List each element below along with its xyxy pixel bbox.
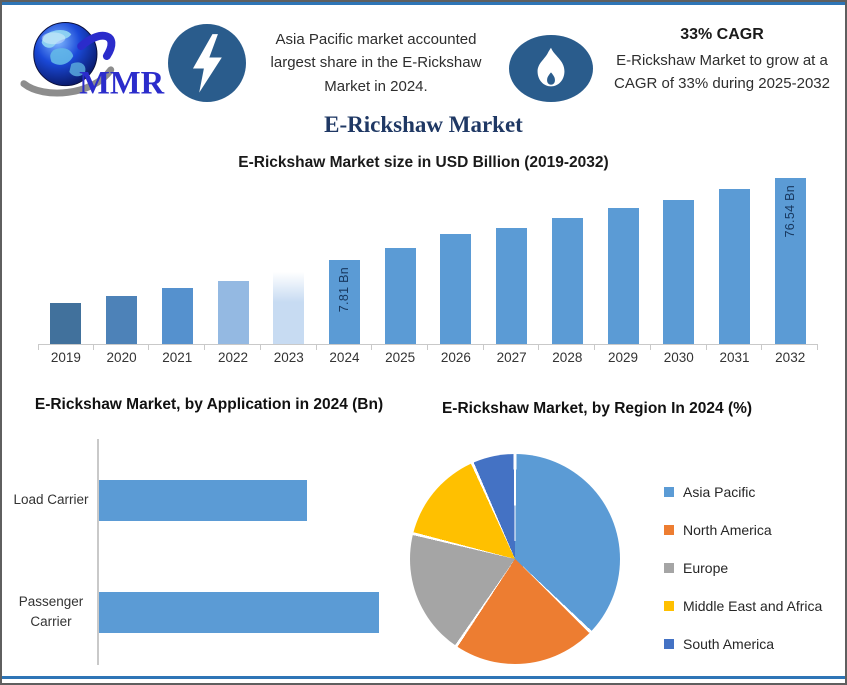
bar-2029 bbox=[607, 208, 639, 344]
legend-marker bbox=[664, 525, 674, 535]
legend-label: Asia Pacific bbox=[683, 484, 756, 500]
x-axis-label-2026: 2026 bbox=[440, 350, 471, 365]
legend-label: Middle East and Africa bbox=[683, 598, 823, 614]
application-row: Load Carrier bbox=[12, 479, 402, 521]
logo-text: MMR bbox=[79, 66, 164, 102]
bar-2021 bbox=[161, 288, 193, 344]
legend-marker bbox=[664, 487, 674, 497]
market-size-bar-chart: 7.81 Bn 76.54 Bn 2019 2020 2021 2022 2023 2024… bbox=[38, 172, 818, 368]
cagr-text: E-Rickshaw Market to grow at a CAGR of 3… bbox=[614, 52, 830, 92]
bar-2030 bbox=[663, 200, 695, 344]
x-axis-labels: 2019 2020 2021 2022 2023 2024 2025 2026 2027 2028… bbox=[38, 350, 818, 365]
lightning-badge bbox=[168, 24, 246, 102]
legend-item-north-america: North America bbox=[664, 518, 822, 542]
bar-2026 bbox=[440, 234, 472, 344]
x-axis-label-2028: 2028 bbox=[552, 350, 583, 365]
mmr-logo: MMR bbox=[14, 12, 172, 110]
x-axis-label-2021: 2021 bbox=[162, 350, 193, 365]
x-axis-label-2019: 2019 bbox=[50, 350, 81, 365]
bar-plot-area: 7.81 Bn 76.54 Bn bbox=[38, 172, 818, 350]
application-label: Load Carrier bbox=[13, 491, 89, 507]
globe-icon: MMR bbox=[20, 21, 165, 102]
region-pie-chart bbox=[410, 454, 620, 664]
lightning-icon bbox=[192, 34, 222, 93]
legend-marker bbox=[664, 639, 674, 649]
legend-label: North America bbox=[683, 522, 772, 538]
bar-2020 bbox=[106, 296, 138, 344]
region-chart-title: E-Rickshaw Market, by Region In 2024 (%) bbox=[441, 400, 753, 417]
legend-marker bbox=[664, 601, 674, 611]
x-axis-label-2027: 2027 bbox=[496, 350, 527, 365]
bar-2023 bbox=[273, 272, 305, 344]
bar-2032: 76.54 Bn bbox=[774, 178, 806, 344]
bar-value-label: 7.81 Bn bbox=[337, 267, 352, 313]
bar-column-2024: 7.81 Bn bbox=[317, 172, 373, 350]
x-axis-label-2023: 2023 bbox=[273, 350, 304, 365]
x-axis-label-2024: 2024 bbox=[329, 350, 360, 365]
application-label: Passenger Carrier bbox=[18, 593, 84, 629]
bar-column-2031 bbox=[707, 172, 763, 350]
bar-column-2022 bbox=[205, 172, 261, 350]
bar-column-2026 bbox=[428, 172, 484, 350]
flame-icon bbox=[537, 47, 565, 86]
top-accent-line bbox=[2, 2, 845, 5]
bar-column-2027 bbox=[484, 172, 540, 350]
category-axis-line bbox=[97, 439, 99, 665]
cagr-title: 33% CAGR bbox=[680, 26, 764, 43]
bar-column-2029 bbox=[595, 172, 651, 350]
legend-item-middle-east-and-africa: Middle East and Africa bbox=[664, 594, 822, 618]
application-bar-passenger-carrier bbox=[99, 591, 379, 633]
bar-2027 bbox=[496, 228, 528, 344]
bar-2024: 7.81 Bn bbox=[328, 260, 360, 344]
x-axis-label-2032: 2032 bbox=[775, 350, 806, 365]
legend-item-asia-pacific: Asia Pacific bbox=[664, 480, 822, 504]
bar-2025 bbox=[384, 248, 416, 344]
bar-column-2021 bbox=[149, 172, 205, 350]
page-title: E-Rickshaw Market bbox=[324, 112, 523, 137]
bar-column-2025 bbox=[372, 172, 428, 350]
legend-label: South America bbox=[683, 636, 775, 652]
bottom-accent-line bbox=[2, 676, 845, 679]
bar-column-2020 bbox=[94, 172, 150, 350]
x-axis-label-2030: 2030 bbox=[663, 350, 694, 365]
bar-column-2023 bbox=[261, 172, 317, 350]
bar-column-2028 bbox=[539, 172, 595, 350]
x-axis-label-2031: 2031 bbox=[719, 350, 750, 365]
application-row: Passenger Carrier bbox=[12, 591, 402, 633]
bar-2031 bbox=[718, 189, 750, 344]
flame-badge bbox=[509, 35, 593, 102]
x-axis-label-2022: 2022 bbox=[217, 350, 249, 365]
x-axis-label-2020: 2020 bbox=[106, 350, 137, 365]
bar-column-2032: 76.54 Bn bbox=[762, 172, 818, 350]
market-size-chart-title: E-Rickshaw Market size in USD Billion (2… bbox=[238, 154, 609, 171]
bar-2022 bbox=[217, 281, 249, 344]
x-axis-label-2029: 2029 bbox=[608, 350, 639, 365]
application-chart-title: E-Rickshaw Market, by Application in 202… bbox=[34, 396, 384, 413]
x-axis-label-2025: 2025 bbox=[385, 350, 416, 365]
region-legend: Asia Pacific North America Europe Middle Ea… bbox=[664, 480, 822, 656]
legend-marker bbox=[664, 563, 674, 573]
bar-2019 bbox=[50, 303, 82, 344]
bar-column-2019 bbox=[38, 172, 94, 350]
application-bar-chart: Load Carrier Passenger Carrier bbox=[12, 439, 402, 665]
bar-2028 bbox=[551, 218, 583, 344]
legend-item-south-america: South America bbox=[664, 632, 822, 656]
application-bar-load-carrier bbox=[99, 479, 307, 521]
headline-asia-pacific: Asia Pacific market accounted largest sh… bbox=[270, 31, 482, 95]
legend-item-europe: Europe bbox=[664, 556, 822, 580]
legend-label: Europe bbox=[683, 560, 729, 576]
headline-cagr: 33% CAGR E-Rickshaw Market to grow at a … bbox=[600, 26, 844, 95]
bar-value-label: 76.54 Bn bbox=[783, 185, 798, 238]
bar-column-2030 bbox=[651, 172, 707, 350]
